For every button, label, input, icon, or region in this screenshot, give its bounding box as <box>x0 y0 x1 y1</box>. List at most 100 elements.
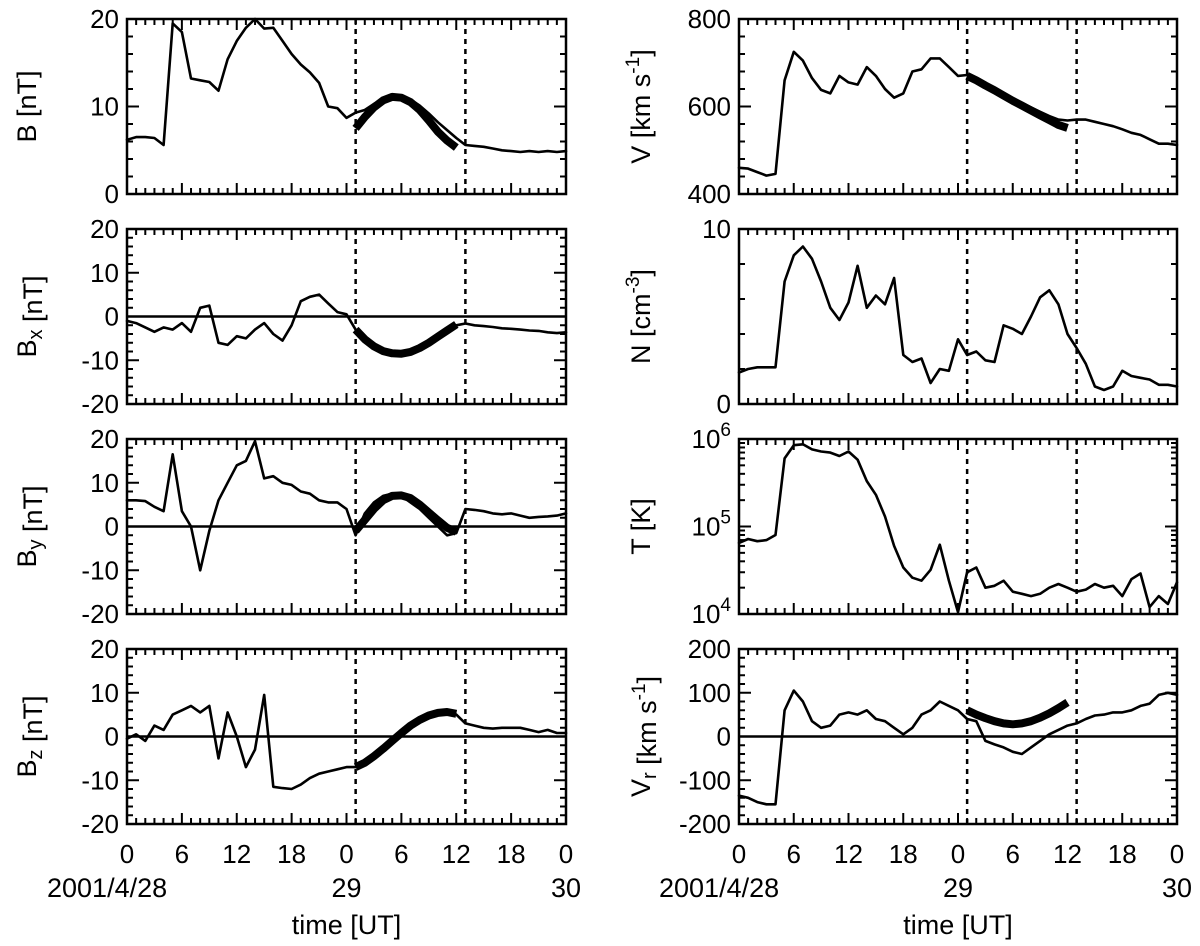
x-tick-label: 0 <box>559 839 573 869</box>
y-axis-label: By [nT] <box>12 485 48 567</box>
y-axis-label: N [cm-3] <box>623 269 656 364</box>
y-tick-label: 800 <box>688 4 731 34</box>
y-tick-label: 106 <box>692 420 732 454</box>
y-tick-label: 0 <box>105 302 119 332</box>
y-ticks <box>739 18 1177 195</box>
y-tick-label: 104 <box>692 595 732 629</box>
y-tick-label: 0 <box>105 722 119 752</box>
y-ticks <box>739 228 1177 405</box>
y-tick-label: 0 <box>717 389 731 419</box>
plot-frame <box>737 437 1179 616</box>
panel-3: -20 -10 0 10 20 Bx [nT] <box>12 214 568 419</box>
fitted-model-curve <box>965 72 1069 132</box>
y-tick-label: 400 <box>688 179 731 209</box>
y-tick-label: 10 <box>90 468 119 498</box>
y-tick-label: -20 <box>81 599 119 629</box>
x-tick-label: 12 <box>834 839 863 869</box>
observed-data-line <box>125 439 568 572</box>
date-label-end: 30 <box>1162 873 1192 903</box>
y-tick-label: 0 <box>717 722 731 752</box>
y-axis-label: Bx [nT] <box>12 275 48 357</box>
x-tick-label: 12 <box>222 839 251 869</box>
y-tick-label: 20 <box>90 214 119 244</box>
date-label-start: 2001/4/28 <box>659 873 779 903</box>
panel-4: 0 10 N [cm-3] <box>623 214 1179 419</box>
x-tick-label: 12 <box>1053 839 1082 869</box>
x-ticks <box>135 649 558 824</box>
y-tick-label: 10 <box>90 92 119 122</box>
fitted-model-curve <box>353 708 458 771</box>
y-tick-label: 10 <box>702 214 731 244</box>
y-tick-label: -100 <box>679 765 731 795</box>
x-axis-label: time [UT] <box>903 910 1013 940</box>
observed-data-line <box>737 50 1179 177</box>
y-tick-label: -10 <box>81 765 119 795</box>
y-axis-label: V [km s-1] <box>623 49 656 163</box>
fitted-model-curve <box>352 92 459 151</box>
x-tick-label: 18 <box>497 839 526 869</box>
y-axis-label: B [nT] <box>12 70 42 142</box>
observed-data-line <box>737 443 1179 614</box>
observed-data-line <box>125 293 568 355</box>
panel-5: -20 -10 0 10 20 By [nT] <box>12 424 568 629</box>
y-tick-label: -10 <box>81 555 119 585</box>
x-axis-label: time [UT] <box>292 910 402 940</box>
x-tick-label: 18 <box>1108 839 1137 869</box>
x-tick-label: 6 <box>1006 839 1020 869</box>
y-axis-label: T [K] <box>626 498 656 555</box>
plot-frame <box>125 17 568 196</box>
y-ticks <box>127 438 566 615</box>
x-ticks <box>135 439 558 614</box>
y-tick-label: 20 <box>90 4 119 34</box>
y-tick-label: 600 <box>688 92 731 122</box>
y-tick-label: 10 <box>90 258 119 288</box>
x-tick-label: 0 <box>951 839 965 869</box>
y-tick-label: 200 <box>688 634 731 664</box>
x-tick-label: 6 <box>787 839 801 869</box>
y-tick-label: -10 <box>81 345 119 375</box>
observed-data-line <box>737 245 1179 392</box>
x-tick-label: 12 <box>442 839 471 869</box>
plot-frame <box>737 227 1179 406</box>
y-axis-label: Vr [km s-1] <box>626 676 662 797</box>
y-tick-label: 20 <box>90 424 119 454</box>
y-ticks <box>739 438 1177 615</box>
x-tick-label: 0 <box>339 839 353 869</box>
date-labels: 2001/4/28 29 30 <box>659 873 1192 903</box>
observed-data-line <box>125 17 568 154</box>
y-tick-label: -20 <box>81 809 119 839</box>
panel-6: 104 105 106 T [K] <box>626 420 1179 629</box>
observed-data-line <box>125 693 568 791</box>
x-tick-label: 18 <box>889 839 918 869</box>
fitted-model-curve <box>352 491 458 536</box>
y-ticks <box>739 648 1177 825</box>
y-tick-label: 0 <box>105 512 119 542</box>
y-tick-label: 0 <box>105 179 119 209</box>
y-tick-label: -200 <box>679 809 731 839</box>
y-tick-label: 20 <box>90 634 119 664</box>
fitted-model-curve <box>965 699 1070 729</box>
y-tick-label: 100 <box>688 678 731 708</box>
fitted-model-curve <box>352 321 459 358</box>
x-tick-label: 0 <box>732 839 746 869</box>
y-tick-label: -20 <box>81 389 119 419</box>
panel-8: -200 -100 0 100 200 Vr [km s-1] 0 6 12 18 0 6 12 18 0 2… <box>626 634 1192 940</box>
x-tick-label: 18 <box>277 839 306 869</box>
y-tick-label: 10 <box>90 678 119 708</box>
panel-1: 0 10 20 B [nT] <box>12 4 568 209</box>
x-tick-labels: 0 6 12 18 0 6 12 18 0 <box>120 839 573 869</box>
x-tick-label: 0 <box>120 839 134 869</box>
x-tick-label: 6 <box>394 839 408 869</box>
date-label-mid: 29 <box>943 873 973 903</box>
date-label-start: 2001/4/28 <box>47 873 167 903</box>
x-ticks <box>747 19 1169 194</box>
plot-frame <box>737 17 1179 196</box>
x-ticks <box>747 229 1169 404</box>
y-ticks <box>127 648 566 825</box>
observed-data-line <box>737 689 1179 806</box>
x-tick-label: 0 <box>1170 839 1184 869</box>
x-tick-labels: 0 6 12 18 0 6 12 18 0 <box>732 839 1184 869</box>
date-labels: 2001/4/28 29 30 <box>47 873 581 903</box>
